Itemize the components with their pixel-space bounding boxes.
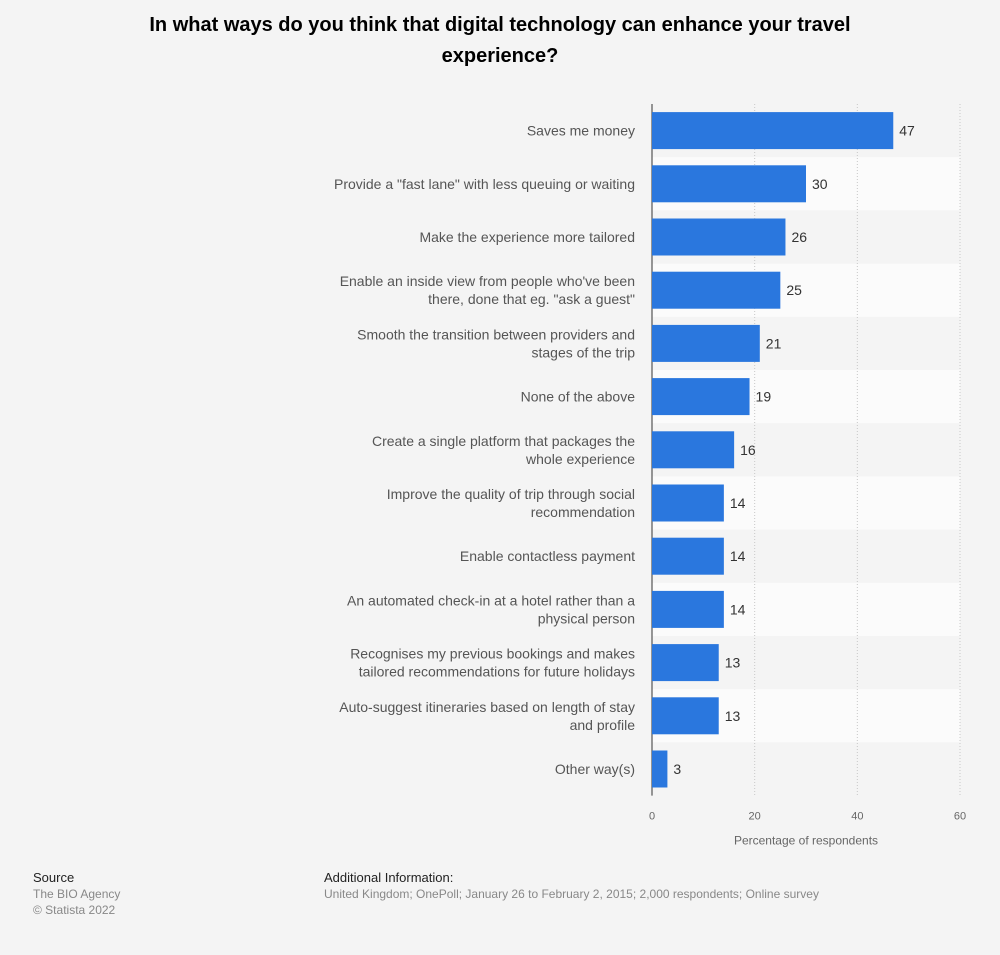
bar bbox=[652, 431, 735, 469]
bar bbox=[652, 378, 750, 416]
bar bbox=[652, 644, 719, 682]
data-label: 13 bbox=[725, 655, 741, 671]
category-label: Improve the quality of trip through soci… bbox=[387, 486, 635, 520]
bar bbox=[652, 590, 724, 628]
info-text: United Kingdom; OnePoll; January 26 to F… bbox=[324, 887, 819, 901]
data-label: 26 bbox=[791, 229, 807, 245]
bar bbox=[652, 537, 724, 575]
category-label: Create a single platform that packages t… bbox=[372, 433, 635, 467]
x-tick-label: 20 bbox=[749, 811, 761, 823]
copyright: © Statista 2022 bbox=[33, 903, 116, 917]
category-label: Make the experience more tailored bbox=[419, 229, 635, 245]
info-heading: Additional Information: bbox=[324, 870, 454, 885]
bar bbox=[652, 218, 786, 256]
chart-title: In what ways do you think that digital t… bbox=[149, 14, 851, 67]
category-label: Provide a "fast lane" with less queuing … bbox=[334, 176, 635, 192]
data-label: 13 bbox=[725, 708, 741, 724]
data-label: 3 bbox=[673, 761, 681, 777]
data-label: 14 bbox=[730, 495, 746, 511]
data-label: 14 bbox=[730, 601, 746, 617]
x-tick-label: 40 bbox=[851, 811, 863, 823]
category-label: Enable contactless payment bbox=[460, 548, 635, 564]
bar bbox=[652, 750, 668, 788]
bar bbox=[652, 165, 806, 203]
data-label: 14 bbox=[730, 548, 746, 564]
source-heading: Source bbox=[33, 870, 75, 885]
additional-info-block: Additional Information: United Kingdom; … bbox=[324, 870, 819, 902]
data-label: 47 bbox=[899, 123, 915, 139]
bar bbox=[652, 484, 724, 522]
category-label: Enable an inside view from people who've… bbox=[340, 273, 635, 307]
x-axis-title: Percentage of respondents bbox=[734, 834, 878, 848]
category-label: Saves me money bbox=[527, 123, 635, 139]
category-label: Other way(s) bbox=[555, 761, 635, 777]
bar bbox=[652, 324, 760, 362]
bar bbox=[652, 112, 894, 150]
category-label: None of the above bbox=[521, 389, 636, 405]
x-tick-label: 60 bbox=[954, 811, 966, 823]
source-name[interactable]: The BIO Agency bbox=[33, 887, 121, 901]
data-label: 25 bbox=[786, 282, 802, 298]
bar bbox=[652, 271, 781, 309]
category-label: Auto-suggest itineraries based on length… bbox=[339, 699, 635, 733]
data-label: 21 bbox=[766, 335, 782, 351]
source-block: Source The BIO Agency © Statista 2022 bbox=[33, 870, 120, 918]
category-label: Smooth the transition between providers … bbox=[357, 326, 635, 360]
data-label: 30 bbox=[812, 176, 828, 192]
bar bbox=[652, 697, 719, 735]
data-label: 19 bbox=[756, 389, 772, 405]
category-label: Recognises my previous bookings and make… bbox=[350, 646, 635, 680]
x-tick-label: 0 bbox=[649, 811, 655, 823]
data-label: 16 bbox=[740, 442, 756, 458]
category-label: An automated check-in at a hotel rather … bbox=[347, 592, 635, 626]
